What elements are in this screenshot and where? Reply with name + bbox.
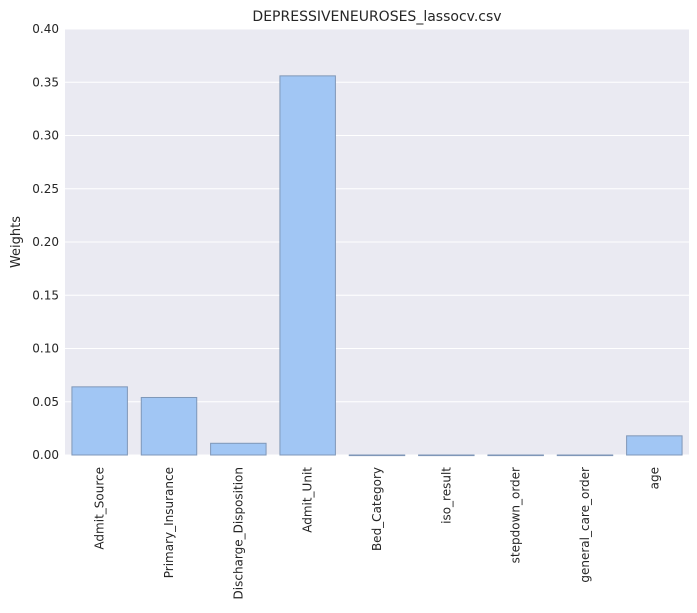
bars <box>71 75 683 457</box>
x-tick-label: Discharge_Disposition <box>231 467 245 599</box>
y-tick-label: 0.40 <box>32 22 59 36</box>
y-tick-labels: 0.00 0.05 0.10 0.15 0.20 0.25 0.30 0.35 0.40 <box>32 22 59 462</box>
chart-title: DEPRESSIVENEUROSES_lassocv.csv <box>252 9 501 25</box>
y-tick-label: 0.05 <box>32 395 59 409</box>
x-tick-label: Admit_Unit <box>301 467 315 533</box>
y-tick-label: 0.20 <box>32 235 59 249</box>
bar-iso-result <box>418 454 475 457</box>
bar-admit-unit <box>279 75 336 456</box>
x-tick-label: iso_result <box>439 467 453 524</box>
y-tick-label: 0.30 <box>32 129 59 143</box>
x-tick-label: Admit_Source <box>93 467 107 550</box>
x-tick-labels: Admit_Source Primary_Insurance Discharge_D… <box>93 467 662 600</box>
bar-general-care-order <box>556 454 614 457</box>
x-tick-label: age <box>647 467 661 489</box>
bar-bed-category <box>348 454 406 457</box>
y-tick-label: 0.10 <box>32 342 59 356</box>
y-tick-label: 0.00 <box>32 448 59 462</box>
y-tick-label: 0.35 <box>32 75 59 89</box>
x-tick-label: stepdown_order <box>509 467 523 563</box>
bar-stepdown-order <box>487 454 544 457</box>
bar-primary-insurance <box>140 396 198 456</box>
y-tick-label: 0.25 <box>32 182 59 196</box>
x-tick-label: general_care_order <box>578 467 592 583</box>
bar-discharge-disposition <box>210 442 267 456</box>
bar-admit-source <box>71 386 128 456</box>
bar-age <box>626 435 683 456</box>
x-tick-label: Primary_Insurance <box>162 467 176 578</box>
y-tick-label: 0.15 <box>32 288 59 302</box>
y-axis-label: Weights <box>9 216 24 268</box>
x-tick-label: Bed_Category <box>370 467 384 551</box>
